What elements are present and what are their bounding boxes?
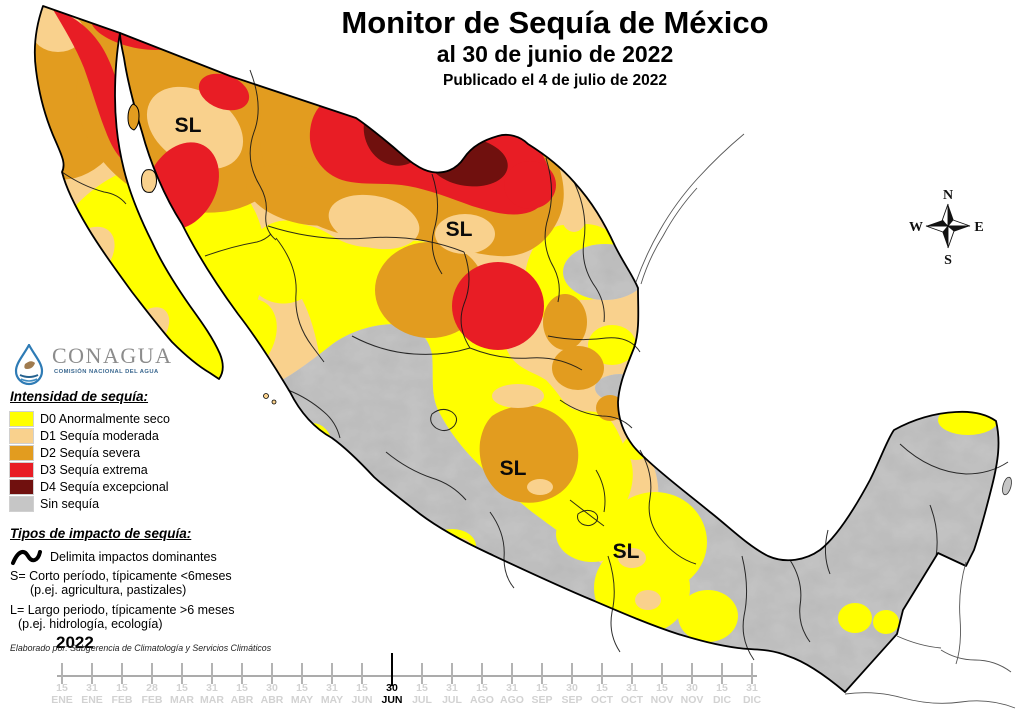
compass-star-icon xyxy=(925,203,971,249)
compass-south-label: S xyxy=(944,253,952,268)
impact-long-line1: L= Largo periodo, típicamente >6 meses xyxy=(10,603,235,617)
legend-swatch-d2 xyxy=(9,444,34,461)
impact-delimiter-row: Delimita impactos dominantes xyxy=(10,547,310,567)
compass-east-label: E xyxy=(974,220,983,235)
legend-swatch-d3 xyxy=(9,461,34,478)
impact-label-sl-coahuila: SL xyxy=(446,218,473,241)
legend-item-d2: D2 Sequía severa xyxy=(9,444,310,461)
country-outline xyxy=(33,5,1012,693)
legend-swatch-d4 xyxy=(9,478,34,495)
legend-swatch-d0 xyxy=(9,410,34,427)
impact-section: Tipos de impacto de sequía: Delimita imp… xyxy=(10,526,310,631)
timeline-axis xyxy=(57,675,757,677)
impact-short-line1: S= Corto período, típicamente <6meses xyxy=(10,569,232,583)
compass-west-label: W xyxy=(909,220,923,235)
logo-subtitle: COMISIÓN NACIONAL DEL AGUA xyxy=(54,369,159,375)
impact-label-sl-puebla: SL xyxy=(613,540,640,563)
legend-panel: Intensidad de sequía: D0 Anormalmente se… xyxy=(9,389,310,653)
conagua-logo: CONAGUA COMISIÓN NACIONAL DEL AGUA xyxy=(12,344,173,386)
impact-title: Tipos de impacto de sequía: xyxy=(10,526,192,541)
attribution: Elaborado por: Subgerencia de Climatolog… xyxy=(10,643,272,653)
impact-label-sl-sonora: SL xyxy=(175,114,202,137)
impact-delimiter-label: Delimita impactos dominantes xyxy=(50,550,217,564)
legend-swatch-d1 xyxy=(9,427,34,444)
foreign-coastlines xyxy=(635,133,1016,709)
impact-long-line2: (p.ej. hidrología, ecología) xyxy=(18,617,163,631)
legend-item-d0: D0 Anormalmente seco xyxy=(9,410,310,427)
compass-north-label: N xyxy=(943,188,953,203)
impact-short-line2: (p.ej. agricultura, pastizales) xyxy=(30,583,187,597)
legend-title: Intensidad de sequía: xyxy=(10,389,149,404)
impact-label-sl-centro: SL xyxy=(500,457,527,480)
state-boundaries xyxy=(61,69,1009,661)
legend-item-sin-sequia: Sin sequía xyxy=(9,495,310,512)
compass-rose: N E S W xyxy=(909,188,984,268)
timeline-year: 2022 xyxy=(56,633,94,652)
logo-name: CONAGUA xyxy=(52,343,173,368)
legend-item-d4: D4 Sequía excepcional xyxy=(9,478,310,495)
squiggle-icon xyxy=(11,550,42,565)
legend-item-d3: D3 Sequía extrema xyxy=(9,461,310,478)
logo-text: CONAGUA COMISIÓN NACIONAL DEL AGUA xyxy=(52,343,173,376)
legend-swatch-sin-sequia xyxy=(9,495,34,512)
water-drop-icon xyxy=(14,344,44,386)
legend-item-d1: D1 Sequía moderada xyxy=(9,427,310,444)
